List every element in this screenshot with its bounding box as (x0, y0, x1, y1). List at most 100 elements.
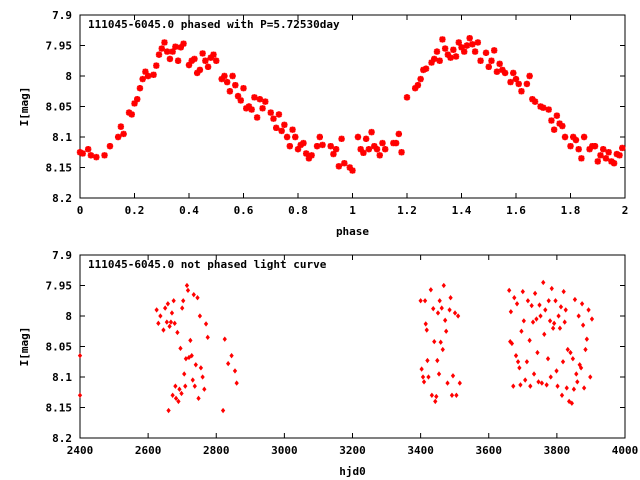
phased-data-point (245, 103, 253, 110)
phased-data-point (575, 146, 582, 153)
phased-data-point (161, 39, 168, 46)
unphased-data-point (449, 392, 455, 398)
phased-data-point (166, 55, 174, 63)
phased-x-tick-label: 0.6 (234, 204, 254, 217)
unphased-data-point (182, 371, 187, 377)
unphased-data-point (175, 329, 180, 336)
phased-data-point (474, 39, 482, 46)
phased-data-point (529, 95, 536, 103)
phased-data-point (128, 111, 135, 118)
phased-y-tick-label: 8 (65, 70, 72, 83)
unphased-data-point (426, 374, 431, 380)
unphased-data-point (434, 393, 439, 400)
phased-data-point (134, 95, 141, 103)
unphased-data-point (421, 379, 427, 385)
phased-x-tick-label: 2 (622, 204, 629, 217)
unphased-data-point (423, 321, 428, 327)
phased-data-point (87, 152, 95, 159)
unphased-data-point (198, 365, 204, 371)
unphased-data-point (203, 321, 209, 327)
phased-data-point (444, 51, 452, 58)
phased-x-axis-label: phase (336, 225, 369, 238)
phased-x-tick-label: 0.4 (179, 204, 199, 217)
unphased-data-point (514, 301, 520, 307)
phased-data-point (259, 105, 266, 112)
phased-data-point (548, 117, 555, 124)
phased-data-point (414, 81, 422, 89)
unphased-data-point (176, 398, 181, 405)
unphased-x-tick-label: 3000 (271, 444, 298, 457)
phased-data-point (281, 121, 288, 128)
phased-data-point (417, 75, 424, 83)
unphased-data-point (531, 371, 537, 377)
unphased-data-point (173, 383, 178, 389)
phased-data-point (507, 78, 514, 86)
phased-data-point (330, 150, 337, 158)
phased-data-point (199, 50, 206, 57)
unphased-data-point (441, 282, 446, 289)
unphased-data-point (226, 360, 231, 367)
unphased-data-point (561, 288, 566, 295)
phased-data-point (447, 54, 454, 61)
unphased-data-point (575, 379, 580, 385)
unphased-data-point (524, 359, 530, 365)
unphased-data-point (511, 383, 516, 389)
phased-data-point (376, 152, 383, 159)
unphased-data-point (565, 346, 570, 353)
phased-data-point (594, 158, 601, 165)
unphased-data-point (578, 365, 584, 371)
unphased-data-point (568, 349, 573, 356)
phased-data-point (313, 142, 321, 150)
phased-data-point (210, 51, 217, 58)
unphased-x-tick-label: 2400 (67, 444, 94, 457)
phased-data-point (368, 128, 375, 136)
unphased-data-point (515, 359, 521, 365)
phased-data-point (365, 146, 373, 153)
unphased-data-point (450, 373, 456, 379)
phased-y-tick-label: 7.9 (52, 9, 72, 22)
phased-data-point (191, 55, 198, 63)
unphased-data-point (553, 298, 558, 304)
phased-data-point (523, 80, 531, 88)
unphased-y-axis-label: I[mag] (18, 327, 31, 367)
unphased-data-point (220, 407, 226, 414)
unphased-data-point (544, 382, 549, 388)
unphased-data-point (559, 392, 565, 398)
unphased-data-point (178, 345, 183, 352)
unphased-data-point (180, 305, 185, 311)
unphased-data-point (433, 398, 438, 405)
unphased-data-point (185, 287, 191, 294)
phased-y-tick-label: 8.2 (52, 192, 72, 205)
phased-data-point (436, 57, 443, 64)
unphased-data-point (564, 385, 569, 391)
phased-data-point (373, 146, 381, 153)
phased-x-tick-label: 0 (77, 204, 84, 217)
phased-x-tick-label: 0.8 (288, 204, 308, 217)
phased-data-point (362, 135, 370, 143)
phased-data-point (597, 152, 604, 159)
phased-data-point (193, 69, 201, 77)
unphased-data-point (579, 301, 585, 307)
phased-x-tick-label: 1.4 (452, 204, 472, 217)
phased-data-point (248, 106, 255, 113)
unphased-data-point (154, 307, 159, 313)
unphased-y-tick-label: 8.1 (52, 371, 72, 384)
unphased-data-point (530, 319, 536, 325)
phased-data-point (341, 160, 348, 167)
phased-data-point (605, 149, 612, 156)
unphased-data-point (448, 295, 453, 301)
phased-x-tick-label: 1.2 (397, 204, 417, 217)
unphased-data-point (512, 295, 517, 301)
unphased-data-point (520, 288, 525, 295)
phased-data-point (196, 66, 204, 74)
unphased-data-point (170, 392, 175, 398)
phased-data-point (458, 44, 465, 51)
unphased-x-tick-label: 3600 (476, 444, 503, 457)
phased-data-point (491, 47, 498, 54)
unphased-data-point (195, 295, 200, 301)
unphased-data-point (557, 325, 563, 331)
phased-data-point (79, 150, 86, 157)
unphased-data-point (550, 325, 556, 331)
phased-data-point (174, 57, 182, 64)
unphased-data-point (571, 386, 577, 392)
